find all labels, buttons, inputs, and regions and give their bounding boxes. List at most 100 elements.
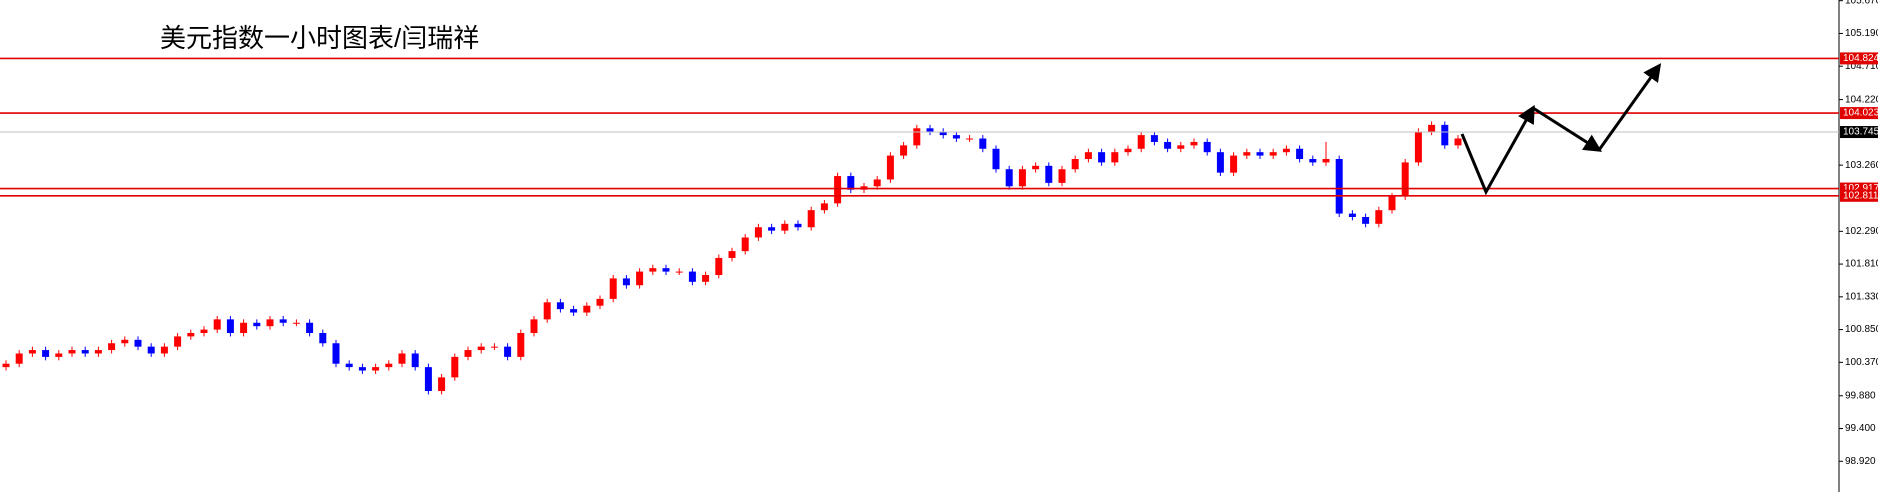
candle-body	[1282, 148, 1290, 153]
candle-body	[477, 346, 485, 351]
candle-body	[1335, 158, 1343, 214]
candle-body	[385, 363, 393, 368]
candle-body	[847, 176, 855, 190]
candle-body	[332, 343, 340, 364]
candle-body	[1098, 152, 1106, 163]
level-label-box	[1840, 52, 1878, 65]
y-tick-label: 105.670	[1845, 0, 1878, 6]
level-label-box	[1840, 189, 1878, 202]
candle-body	[345, 363, 353, 368]
candle-body	[490, 346, 498, 348]
candle-body	[1322, 158, 1330, 163]
candle-body	[424, 367, 432, 392]
candle-body	[768, 227, 776, 231]
candle-body	[1388, 196, 1396, 211]
candle-body	[596, 298, 604, 306]
candle-body	[1045, 165, 1053, 183]
candle-body	[913, 128, 921, 146]
level-label: 104.023	[1843, 108, 1878, 119]
y-tick-label: 98.920	[1845, 456, 1876, 467]
candle-body	[926, 128, 934, 132]
candle-body	[939, 131, 947, 136]
candle-body	[1309, 158, 1317, 163]
chart-title: 美元指数一小时图表/闫瑞祥	[160, 23, 479, 53]
candle-body	[1164, 141, 1172, 149]
candle-body	[55, 353, 63, 357]
candle-body	[1058, 169, 1066, 183]
candle-body	[754, 227, 762, 238]
candle-body	[266, 319, 274, 327]
current-price-box	[1840, 126, 1878, 139]
level-label: 102.917	[1843, 183, 1878, 194]
candle-body	[213, 319, 221, 330]
candle-body	[464, 350, 472, 357]
candle-body	[1032, 165, 1040, 170]
candle-body	[675, 271, 683, 273]
candle-body	[979, 138, 987, 149]
candle-body	[1203, 141, 1211, 153]
y-tick-label: 104.220	[1845, 94, 1878, 105]
candle-body	[834, 176, 842, 204]
candle-body	[292, 322, 300, 324]
candle-body	[794, 223, 802, 228]
candle-body	[649, 268, 657, 272]
candle-body	[1230, 155, 1238, 173]
y-tick-label: 103.260	[1845, 160, 1878, 171]
candle-body	[1190, 141, 1198, 146]
projection-arrow	[1532, 106, 1603, 152]
candle-body	[1177, 145, 1185, 149]
candle-body	[1216, 152, 1224, 173]
candle-body	[992, 148, 1000, 170]
candle-body	[358, 367, 366, 371]
candle-body	[622, 278, 630, 286]
candle-body	[28, 350, 36, 354]
candle-body	[1441, 124, 1449, 146]
candle-body	[200, 329, 208, 334]
candle-body	[160, 346, 168, 354]
candle-body	[556, 302, 564, 310]
candle-body	[1362, 216, 1370, 224]
candle-body	[688, 271, 696, 282]
candle-body	[728, 251, 736, 258]
candle-body	[147, 346, 155, 354]
candle-body	[306, 322, 314, 334]
candle-body	[1005, 169, 1013, 187]
candle-body	[187, 333, 195, 337]
candle-body	[2, 363, 10, 368]
level-label: 104.824	[1843, 53, 1878, 64]
candle-body	[741, 237, 749, 252]
current-price-label: 103.745	[1843, 127, 1878, 138]
candle-body	[1414, 131, 1422, 163]
candle-body	[42, 350, 50, 357]
y-tick-label: 99.400	[1845, 423, 1876, 434]
level-label-box	[1840, 107, 1878, 120]
level-label: 102.811	[1843, 190, 1878, 201]
candle-body	[279, 319, 287, 323]
candle-body	[108, 343, 116, 351]
candle-body	[121, 339, 129, 344]
candle-body	[68, 350, 76, 354]
candle-body	[411, 353, 419, 368]
candle-body	[715, 257, 723, 276]
candle-body	[570, 309, 578, 313]
candle-body	[94, 350, 102, 354]
candle-body	[609, 278, 617, 299]
y-tick-label: 100.370	[1845, 357, 1878, 368]
candle-body	[900, 145, 908, 156]
candle-body	[438, 377, 446, 392]
candle-body	[1401, 162, 1409, 197]
candle-body	[174, 336, 182, 347]
candle-body	[81, 350, 89, 354]
candle-body	[702, 275, 710, 282]
candle-body	[530, 319, 538, 334]
candle-body	[319, 333, 327, 344]
candle-body	[820, 203, 828, 211]
candle-body	[886, 155, 894, 180]
candle-body	[1084, 152, 1092, 159]
candle-body	[451, 356, 459, 378]
y-tick-label: 101.330	[1845, 291, 1878, 302]
candle-body	[1375, 210, 1383, 224]
candle-body	[1454, 138, 1462, 146]
